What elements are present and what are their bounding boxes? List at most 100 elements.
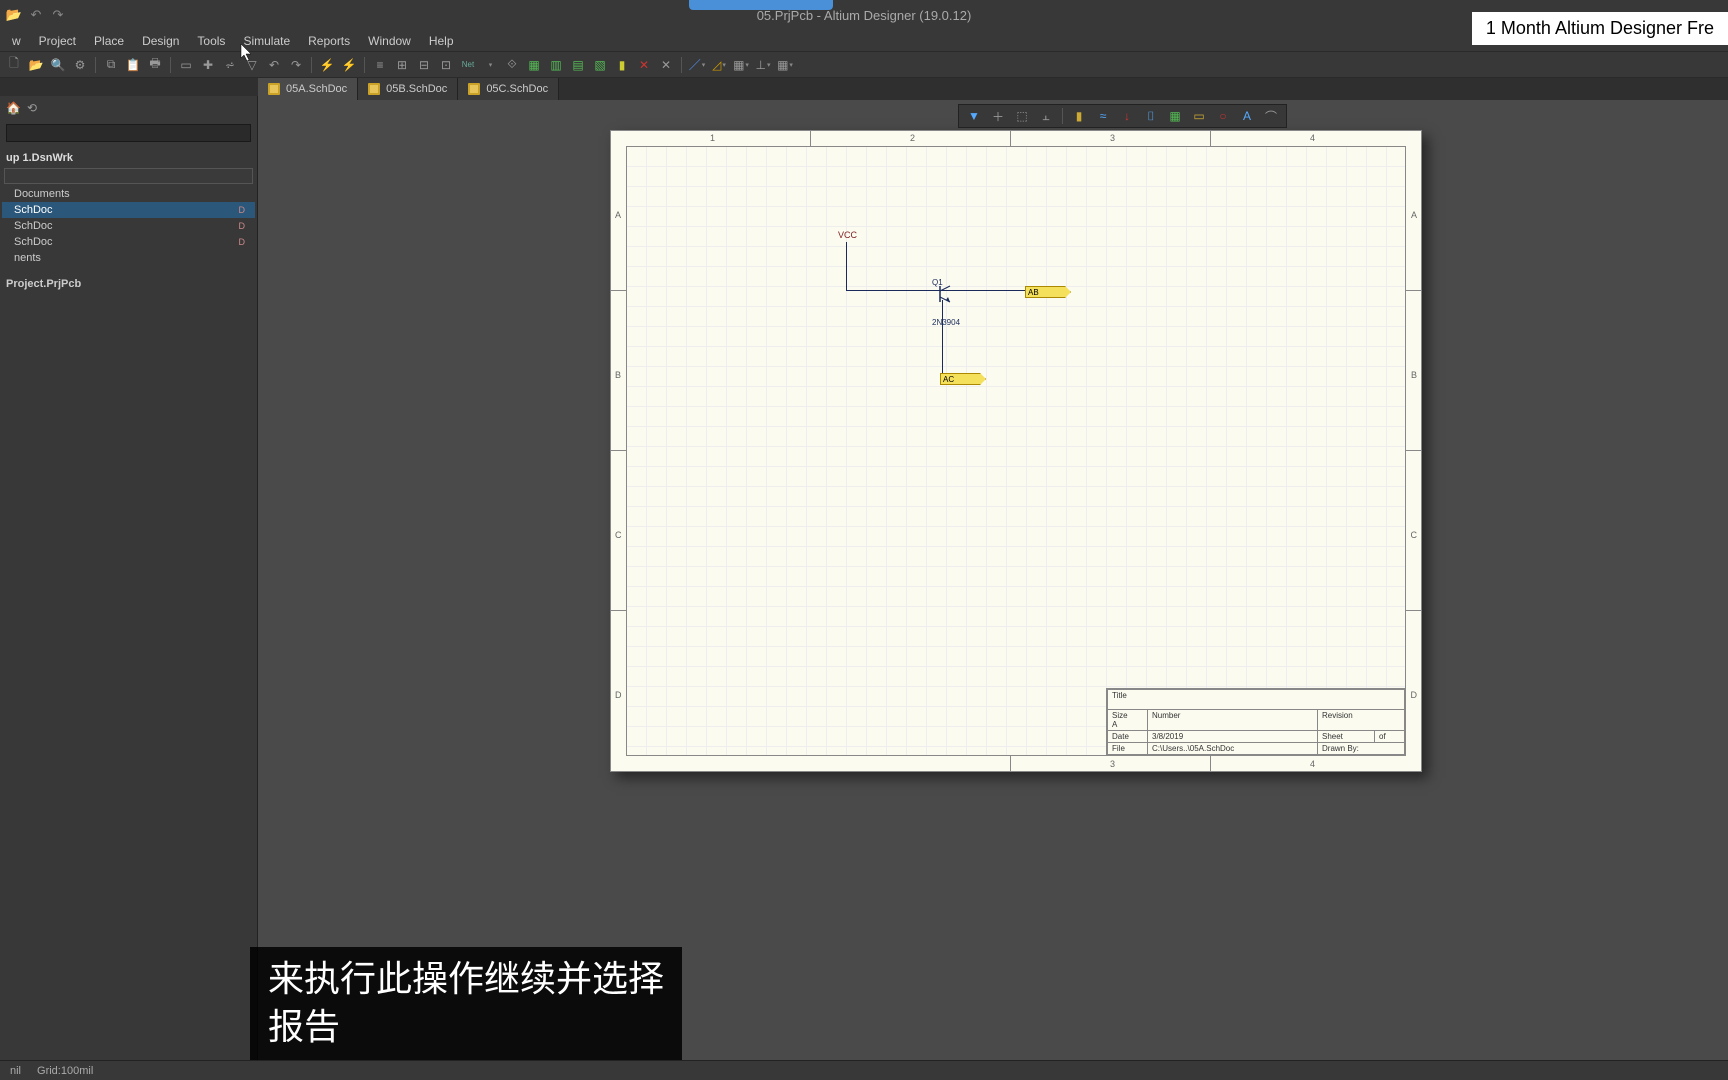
net-icon[interactable]: Net [458,55,478,75]
bolt-icon[interactable]: ⚡ [317,55,337,75]
cross-icon[interactable]: ✚ [198,55,218,75]
redo-icon[interactable]: ↷ [50,7,66,23]
menu-project[interactable]: Project [31,32,84,50]
menu-place[interactable]: Place [86,32,132,50]
title-block[interactable]: Title SizeA Number Revision Date 3/8/201… [1106,688,1406,756]
chip-icon[interactable]: ▮ [612,55,632,75]
grid-dropdown-icon[interactable]: ▦ [775,55,795,75]
line-dropdown-icon[interactable]: ／ [687,55,707,75]
redo-icon[interactable]: ↷ [286,55,306,75]
port-icon[interactable]: ⟐ [502,55,522,75]
wire[interactable] [846,242,847,290]
tree-node-documents[interactable]: Documents [2,186,255,202]
print-icon[interactable]: 🖶 [145,55,165,75]
rect-icon[interactable]: ▭ [176,55,196,75]
paste-icon[interactable]: 📋 [123,55,143,75]
menu-reports[interactable]: Reports [300,32,358,50]
comp-value[interactable]: 2N3904 [932,318,960,327]
menu-design[interactable]: Design [134,32,187,50]
menu-view[interactable]: w [4,32,29,50]
aligntop-icon[interactable]: ⫠ [1035,106,1057,126]
zone-tick [810,130,811,146]
tree-node-schdoc-2[interactable]: SchDoc D [2,218,255,234]
zone-tick [1406,290,1422,291]
copy-icon[interactable]: ⧉ [101,55,121,75]
noerp-icon[interactable]: ✕ [634,55,654,75]
chip-icon[interactable]: ▦ [1164,106,1186,126]
badge-icon[interactable]: ⌷ [1140,106,1162,126]
zone-col-3-top: 3 [1110,133,1115,143]
bar1-icon[interactable]: ▮ [1068,106,1090,126]
arrow-icon[interactable]: ↓ [1116,106,1138,126]
wire[interactable] [846,290,942,291]
designator-q1[interactable]: Q1 [932,278,943,287]
open-icon[interactable]: 📂 [6,7,22,23]
sheet-icon[interactable]: ▦ [524,55,544,75]
canvas[interactable]: 1 2 3 4 3 4 A B C D A B C D [258,96,1728,1060]
transistor-symbol[interactable] [936,284,956,304]
tab-05b[interactable]: 05B.SchDoc [358,78,458,100]
group3-icon[interactable]: ⊟ [414,55,434,75]
panel-search-input[interactable] [6,124,251,142]
compile-icon[interactable]: ⚙ [70,55,90,75]
zone-row-a-left: A [615,210,621,220]
tree-status: D [239,205,252,215]
menu-help[interactable]: Help [421,32,462,50]
bar2-icon[interactable]: ≈ [1092,106,1114,126]
text-icon[interactable]: A [1236,106,1258,126]
open-icon[interactable]: 📂 [26,55,46,75]
zoom-icon[interactable]: 🔍 [48,55,68,75]
power-port-vcc[interactable]: VCC [838,230,857,240]
panel-home-icon[interactable]: 🏠 [6,101,21,115]
new-icon[interactable]: 🗋 [4,55,24,75]
tree-workspace-bar[interactable] [4,168,253,184]
port-ac[interactable]: AC [940,373,986,385]
tree-label: Documents [14,188,70,200]
port-ab[interactable]: AB [1025,286,1071,298]
arc-icon[interactable]: ⌒ [1260,106,1282,126]
undo-icon[interactable]: ↶ [28,7,44,23]
menu-window[interactable]: Window [360,32,419,50]
align-dropdown-icon[interactable]: ▦ [731,55,751,75]
wire[interactable] [942,300,943,378]
tree-workspace[interactable]: up 1.DsnWrk [2,150,255,166]
filter-icon[interactable]: ⩫ [220,55,240,75]
funnel-icon[interactable]: ▽ [242,55,262,75]
menu-tools[interactable]: Tools [189,32,233,50]
tree-node-schdoc-3[interactable]: SchDoc D [2,234,255,250]
tree-node-project[interactable]: Project.PrjPcb [2,276,255,292]
tb-title-label: Title [1112,691,1127,700]
status-grid: Grid:100mil [37,1065,93,1077]
noerp2-icon[interactable]: ✕ [656,55,676,75]
block3-icon[interactable]: ▧ [590,55,610,75]
tree-node-nents[interactable]: nents [2,250,255,266]
dist-dropdown-icon[interactable]: ⊥ [753,55,773,75]
bolt2-icon[interactable]: ⚡ [339,55,359,75]
block1-icon[interactable]: ▥ [546,55,566,75]
undo-icon[interactable]: ↶ [264,55,284,75]
group2-icon[interactable]: ⊞ [392,55,412,75]
schematic-sheet[interactable]: 1 2 3 4 3 4 A B C D A B C D [610,130,1422,772]
promo-banner[interactable]: 1 Month Altium Designer Fre [1472,12,1728,45]
group4-icon[interactable]: ⊡ [436,55,456,75]
zone-tick [1210,130,1211,146]
menu-simulate[interactable]: Simulate [235,32,298,50]
net-dropdown-icon[interactable] [480,55,500,75]
select-icon[interactable]: ⬚ [1011,106,1033,126]
tab-05a[interactable]: 05A.SchDoc [258,78,358,100]
separator [364,57,365,73]
block2-icon[interactable]: ▤ [568,55,588,75]
schdoc-icon [268,83,280,95]
shape-dropdown-icon[interactable]: ◿ [709,55,729,75]
filter-icon[interactable]: ▼ [963,106,985,126]
zone-row-c-left: C [615,530,622,540]
group1-icon[interactable]: ≡ [370,55,390,75]
panel-refresh-icon[interactable]: ⟲ [27,101,37,115]
status-bar: nil Grid:100mil [0,1060,1728,1080]
tab-05c[interactable]: 05C.SchDoc [458,78,559,100]
plus-icon[interactable]: ＋ [987,106,1009,126]
tag-icon[interactable]: ▭ [1188,106,1210,126]
tree-node-schdoc-1[interactable]: SchDoc D [2,202,255,218]
circle-icon[interactable]: ○ [1212,106,1234,126]
separator [311,57,312,73]
